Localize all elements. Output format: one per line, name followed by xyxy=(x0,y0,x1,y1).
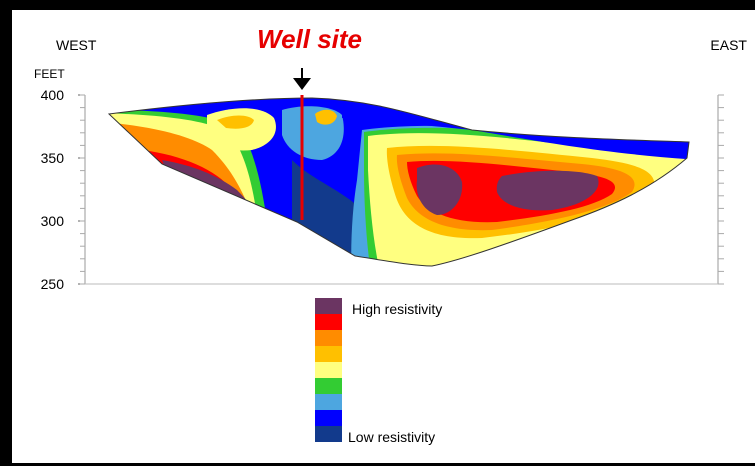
legend-swatch xyxy=(315,298,342,314)
arrow-down-icon xyxy=(293,78,311,90)
legend-swatch xyxy=(315,426,342,442)
section-outline xyxy=(107,97,690,267)
east-label: EAST xyxy=(710,37,747,53)
section-layers xyxy=(109,98,689,266)
legend-swatch xyxy=(315,378,342,394)
y-tick-label: 400 xyxy=(41,87,65,103)
y-tick-label: 250 xyxy=(41,276,65,292)
y-axis: 400 350 300 250 xyxy=(41,87,724,292)
legend-swatch xyxy=(315,346,342,362)
y-tick-label: 300 xyxy=(41,213,65,229)
y-ticks-left: 400 350 300 250 xyxy=(41,87,85,292)
legend-color-scale xyxy=(315,298,342,442)
legend-swatch xyxy=(315,330,342,346)
layer-purple-east-right xyxy=(496,170,599,211)
units-label: FEET xyxy=(34,67,65,81)
layer-purple-east-left xyxy=(416,164,463,215)
legend-swatch xyxy=(315,314,342,330)
well-marker xyxy=(293,68,311,220)
resistivity-section: 400 350 300 250 xyxy=(41,68,724,442)
y-tick-label: 350 xyxy=(41,150,65,166)
layer-gold-center xyxy=(315,109,337,125)
y-ticks-right xyxy=(718,94,724,285)
figure-panel: 400 350 300 250 xyxy=(12,10,755,463)
west-label: WEST xyxy=(56,37,97,53)
legend-swatch xyxy=(315,394,342,410)
legend-swatch xyxy=(315,362,342,378)
legend-swatch xyxy=(315,410,342,426)
layer-gold-upper xyxy=(217,115,254,129)
legend-low-label: Low resistivity xyxy=(348,429,436,445)
legend-high-label: High resistivity xyxy=(352,301,443,317)
well-site-label: Well site xyxy=(257,24,363,54)
